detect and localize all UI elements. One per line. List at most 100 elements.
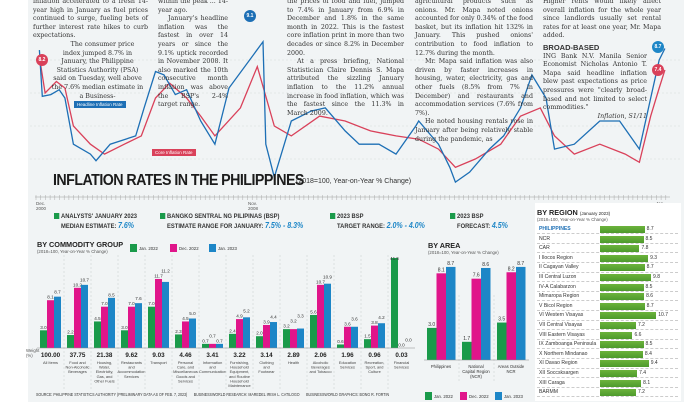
bar-value-label: 0.0 [405, 338, 412, 343]
region-row: I Ilocos Region 9.3 [537, 254, 678, 263]
article-paragraph: At a press briefing, National Statistici… [287, 58, 404, 117]
bar-value-label: 3.9 [263, 319, 270, 324]
region-label: VII Central Visayas [539, 322, 583, 328]
source-note: SOURCE: PHILIPPINE STATISTICS AUTHORITY … [36, 392, 188, 397]
region-value: 8.6 [646, 293, 654, 300]
region-label: IX Zamboanga Peninsula [539, 341, 597, 348]
region-value: 7.2 [637, 322, 645, 328]
bar-jan-2023 [135, 303, 142, 348]
bar-dec-2022 [236, 319, 243, 348]
region-bar [600, 235, 644, 243]
region-value: 7.2 [637, 389, 645, 396]
region-row: II Cagayan Valley 8.7 [537, 263, 678, 273]
legend-jan-2022: Jan. 2022 [425, 392, 453, 400]
bar-dec-2022 [128, 306, 135, 348]
bar-value-label: 2.3 [175, 329, 182, 334]
category-label: Gas, and [97, 374, 113, 379]
bar-dec-2022 [263, 324, 270, 348]
bar-value-label: 0.6 [337, 339, 344, 344]
bar-value-label: 10.2 [73, 282, 82, 287]
region-value: 9.8 [653, 274, 660, 280]
area-bar [427, 327, 437, 360]
bar-jan-2023 [351, 326, 358, 348]
bar-value-label: 1.5 [364, 334, 371, 339]
article-jump-link[interactable]: Inflation, S1/11 [597, 112, 647, 120]
article-col-2: within the peak ... 14-year ago. January… [158, 0, 228, 110]
bar-value-label: 7.0 [101, 301, 108, 306]
region-value: 7.8 [641, 245, 649, 252]
area-bar [462, 341, 472, 360]
category-label: Equipment, [230, 369, 250, 374]
commodity-subtitle: (2018=100, Year-on-Year % Change) [37, 249, 108, 254]
bar-jan-2022 [364, 339, 371, 348]
region-bar [600, 312, 657, 320]
bar-value-label: 7.6 [473, 273, 480, 279]
article-paragraph: Mr. Mapa said inflation was also driven … [415, 58, 533, 117]
bar-value-label: 8.1 [47, 295, 54, 300]
category-label: Sport, and [366, 365, 384, 370]
category-label: Information [203, 360, 222, 365]
bar-value-label: 3.8 [371, 320, 378, 325]
headline-inflation-line [38, 39, 666, 184]
bar-dec-2022 [344, 326, 351, 348]
region-row: III Central Luzon 9.8 [537, 273, 678, 283]
weight-value: 4.46 [179, 352, 192, 359]
bar-value-label: 0.0 [398, 343, 405, 348]
category-label: Services [340, 365, 355, 370]
bar-jan-2022 [337, 344, 344, 348]
bar-jan-2022 [121, 330, 128, 348]
bar-value-label: 4.9 [236, 314, 243, 319]
region-value: 9.3 [650, 254, 658, 261]
category-label: Restaurants [121, 360, 142, 365]
region-value: 8.1 [643, 379, 651, 386]
stat-bsp-estimate: BANGKO SENTRAL NG PILIPINAS (BSP) ESTIMAT… [160, 213, 303, 231]
region-label: I Ilocos Region [539, 254, 573, 261]
region-row: PHILIPPINES 8.7 [537, 225, 678, 235]
region-bar [600, 283, 644, 291]
category-label: Culture [368, 369, 381, 374]
region-label: Mimaropa Region [539, 293, 580, 300]
headline-peak-marker: 9.1 [244, 10, 256, 22]
region-bar [600, 254, 649, 262]
region-row: VII Central Visayas 7.2 [537, 321, 678, 331]
region-row: XI Davao Region 9.4 [537, 359, 678, 369]
category-label: All Items [43, 360, 58, 365]
area-bar [497, 322, 507, 360]
region-value: 9.4 [650, 360, 658, 367]
region-value: 8.4 [644, 350, 652, 357]
bar-jan-2022 [94, 321, 101, 348]
region-bar [600, 350, 643, 358]
region-row: NCR 8.5 [537, 235, 678, 244]
core-legend-tag: Core Inflation Rate [152, 149, 196, 156]
green-square-icon [450, 213, 456, 219]
bar-jan-2023 [243, 317, 250, 348]
region-bar [600, 341, 644, 349]
footer-credits: SOURCE: PHILIPPINE STATISTICS AUTHORITY … [36, 392, 389, 397]
bar-value-label: 8.1 [438, 267, 445, 273]
bar-value-label: 2.2 [67, 330, 74, 335]
article-col-1: inflation accelerated to a fresh 14-year… [33, 0, 148, 101]
bar-jan-2023 [162, 281, 169, 348]
category-label: Services [124, 374, 139, 379]
bar-jan-2023 [270, 322, 277, 348]
region-row: XII Soccsksargen 7.4 [537, 369, 678, 379]
category-label: Household [230, 378, 249, 383]
weight-value: 0.96 [368, 352, 381, 359]
core-start-marker: 8.2 [36, 54, 48, 66]
area-bar [446, 266, 456, 360]
area-category-label: Philippines [431, 364, 451, 369]
weight-value: 1.96 [341, 352, 354, 359]
article-paragraph: The consumer price index jumped 8.7% in … [51, 40, 144, 100]
weight-value: 3.22 [233, 352, 246, 359]
area-bar [436, 273, 446, 360]
article-paragraph: Higher rents would likely affect overall… [543, 0, 661, 40]
bar-jan-2023 [108, 297, 115, 348]
category-label: Water, [99, 365, 110, 370]
category-label: Non-Alcoholic [65, 365, 89, 370]
region-label: XII Soccsksargen [539, 370, 579, 376]
area-bar [516, 266, 526, 360]
category-label: Communication [199, 369, 226, 374]
bar-value-label: 3.3 [297, 314, 304, 319]
bar-dec-2022 [101, 306, 108, 348]
bar-value-label: 8.7 [447, 261, 454, 267]
